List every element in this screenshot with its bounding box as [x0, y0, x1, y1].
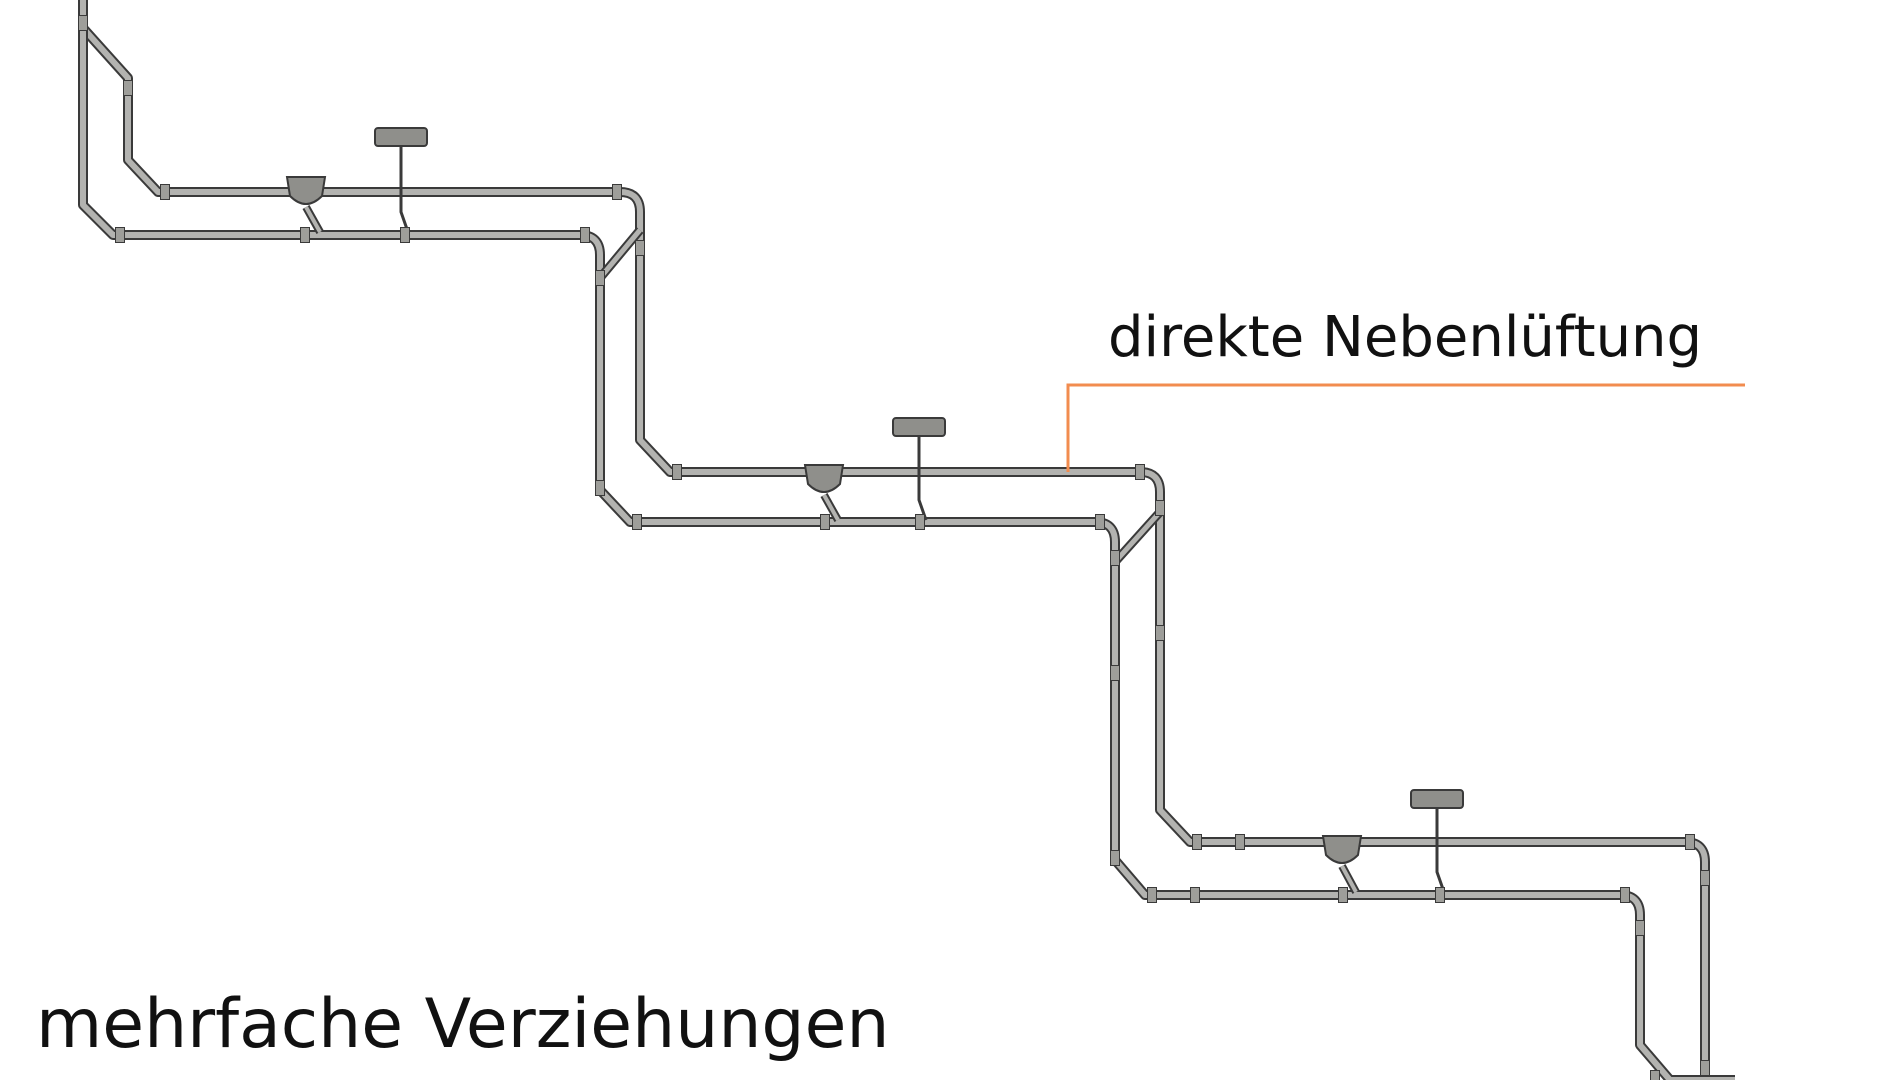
- floor-drain-3: [1321, 835, 1363, 894]
- branch-connectors: [596, 227, 1164, 566]
- washbasin-2: [892, 417, 946, 521]
- floor-drain-2: [803, 464, 845, 522]
- washbasin-1: [374, 127, 428, 233]
- annotation-leader-line: [1066, 383, 1745, 472]
- pipe-fittings: [78, 15, 1710, 1080]
- diagram-title: mehrfache Verziehungen: [36, 985, 890, 1064]
- floor-drain-1: [285, 176, 327, 234]
- vent-pipe: [78, 0, 1710, 1075]
- annotation-label: direkte Nebenlüftung: [1108, 305, 1703, 370]
- washbasin-3: [1410, 789, 1464, 893]
- main-stack-pipe: [78, 28, 1735, 1080]
